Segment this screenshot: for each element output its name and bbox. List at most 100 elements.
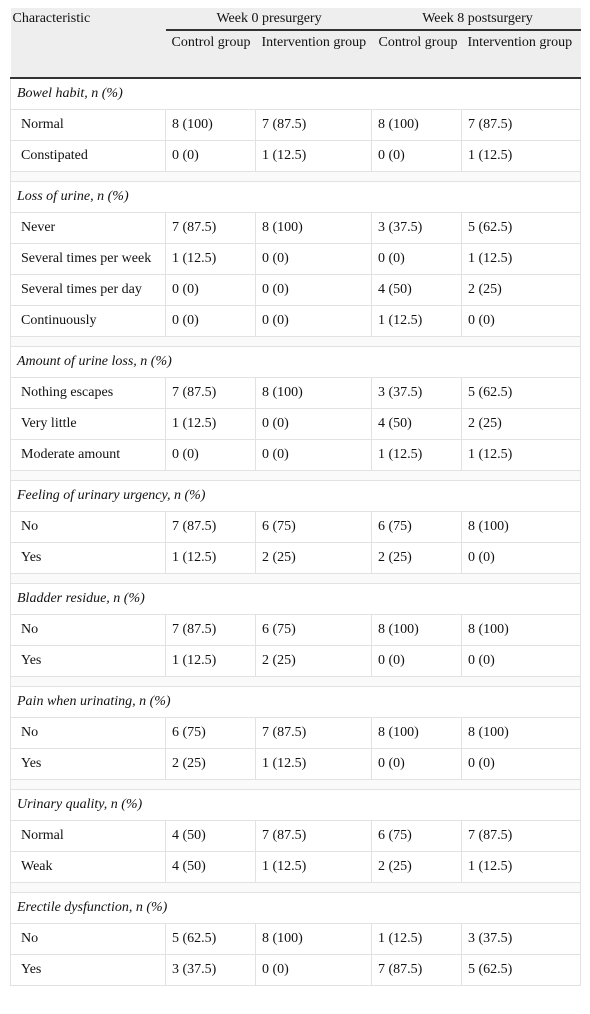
- data-row: Yes 2 (25) 1 (12.5) 0 (0) 0 (0): [10, 747, 582, 780]
- spacer-cell: [9, 469, 582, 481]
- value-cell: 0 (0): [254, 407, 373, 440]
- value-cell: 7 (87.5): [254, 819, 373, 852]
- value-cell: 1 (12.5): [254, 747, 373, 780]
- value-cell: 1 (12.5): [254, 850, 373, 883]
- row-label-cell: Never: [10, 211, 166, 244]
- value-cell: 0 (0): [254, 953, 373, 986]
- spacer-cell: [9, 170, 582, 182]
- value-cell: 4 (50): [371, 273, 463, 306]
- table-header: Characteristic Week 0 presurgery Week 8 …: [10, 8, 581, 79]
- value-cell: 1 (12.5): [461, 850, 582, 883]
- value-cell: 8 (100): [371, 613, 463, 646]
- value-cell: 3 (37.5): [371, 376, 463, 409]
- data-table: Characteristic Week 0 presurgery Week 8 …: [9, 8, 582, 986]
- value-cell: 6 (75): [254, 613, 373, 646]
- value-cell: 7 (87.5): [254, 716, 373, 749]
- row-label: Yes: [21, 755, 42, 771]
- value-cell: 0 (0): [165, 438, 256, 471]
- value-cell: 7 (87.5): [461, 108, 582, 141]
- value-cell: 2 (25): [254, 541, 373, 574]
- value-cell: 1 (12.5): [371, 438, 463, 471]
- value-cell: 1 (12.5): [371, 922, 463, 955]
- section-title: Erectile dysfunction, n (%): [9, 891, 582, 924]
- value-cell: 1 (12.5): [461, 139, 582, 172]
- row-label-cell: No: [10, 716, 166, 749]
- value-cell: 7 (87.5): [165, 510, 256, 543]
- row-label-cell: Normal: [10, 108, 166, 141]
- value-cell: 3 (37.5): [461, 922, 582, 955]
- value-cell: 8 (100): [461, 510, 582, 543]
- data-row: Normal 4 (50) 7 (87.5) 6 (75) 7 (87.5): [10, 819, 582, 852]
- spacer-cell: [9, 335, 582, 347]
- value-cell: 7 (87.5): [165, 376, 256, 409]
- section-row: Loss of urine, n (%): [9, 180, 582, 213]
- data-row: No 6 (75) 7 (87.5) 8 (100) 8 (100): [10, 716, 582, 749]
- section-row: Pain when urinating, n (%): [9, 685, 582, 718]
- row-label-cell: Several times per day: [10, 273, 166, 306]
- value-cell: 2 (25): [254, 644, 373, 677]
- value-cell: 8 (100): [254, 922, 373, 955]
- data-row: No 7 (87.5) 6 (75) 8 (100) 8 (100): [10, 613, 582, 646]
- data-row: Several times per week 1 (12.5) 0 (0) 0 (0)…: [10, 242, 582, 275]
- data-row: No 5 (62.5) 8 (100) 1 (12.5) 3 (37.5): [10, 922, 582, 955]
- row-label: Normal: [21, 116, 64, 132]
- value-cell: 2 (25): [165, 747, 256, 780]
- section-row: Erectile dysfunction, n (%): [9, 891, 582, 924]
- subheader: Intervention group: [255, 30, 372, 79]
- value-cell: 5 (62.5): [165, 922, 256, 955]
- section-title: Urinary quality, n (%): [9, 788, 582, 821]
- row-label-cell: Moderate amount: [10, 438, 166, 471]
- data-row: Moderate amount 0 (0) 0 (0) 1 (12.5) 1 (12.5…: [10, 438, 582, 471]
- row-label: Yes: [21, 549, 42, 565]
- value-cell: 0 (0): [254, 242, 373, 275]
- value-cell: 8 (100): [165, 108, 256, 141]
- value-cell: 8 (100): [371, 716, 463, 749]
- value-cell: 8 (100): [461, 613, 582, 646]
- value-cell: 8 (100): [371, 108, 463, 141]
- value-cell: 8 (100): [461, 716, 582, 749]
- value-cell: 0 (0): [254, 304, 373, 337]
- data-row: No 7 (87.5) 6 (75) 6 (75) 8 (100): [10, 510, 582, 543]
- value-cell: 0 (0): [165, 139, 256, 172]
- data-row: Yes 1 (12.5) 2 (25) 0 (0) 0 (0): [10, 644, 582, 677]
- value-cell: 7 (87.5): [371, 953, 463, 986]
- row-label-cell: Yes: [10, 747, 166, 780]
- value-cell: 2 (25): [371, 850, 463, 883]
- row-label: Very little: [21, 415, 77, 431]
- row-label: No: [21, 724, 39, 740]
- row-label-cell: Yes: [10, 953, 166, 986]
- value-cell: 8 (100): [254, 376, 373, 409]
- row-label-cell: No: [10, 613, 166, 646]
- row-label-cell: Several times per week: [10, 242, 166, 275]
- group-header: Week 8 postsurgery: [370, 8, 581, 31]
- value-cell: 0 (0): [165, 304, 256, 337]
- value-cell: 0 (0): [461, 541, 582, 574]
- data-row: Normal 8 (100) 7 (87.5) 8 (100) 7 (87.5): [10, 108, 582, 141]
- row-label: Never: [21, 219, 56, 235]
- value-cell: 0 (0): [461, 644, 582, 677]
- value-cell: 6 (75): [254, 510, 373, 543]
- value-cell: 0 (0): [371, 139, 463, 172]
- value-cell: 5 (62.5): [461, 376, 582, 409]
- section-title: Loss of urine, n (%): [9, 180, 582, 213]
- header-cell: [10, 30, 166, 79]
- value-cell: 2 (25): [461, 407, 582, 440]
- value-cell: 6 (75): [371, 510, 463, 543]
- value-cell: 0 (0): [371, 644, 463, 677]
- value-cell: 0 (0): [165, 273, 256, 306]
- value-cell: 1 (12.5): [165, 407, 256, 440]
- section-title: Feeling of urinary urgency, n (%): [9, 479, 582, 512]
- group-header: Week 0 presurgery: [165, 8, 372, 31]
- row-label: No: [21, 930, 39, 946]
- value-cell: 1 (12.5): [371, 304, 463, 337]
- row-label: Yes: [21, 652, 42, 668]
- value-cell: 5 (62.5): [461, 953, 582, 986]
- value-cell: 6 (75): [371, 819, 463, 852]
- data-row: Constipated 0 (0) 1 (12.5) 0 (0) 1 (12.5): [10, 139, 582, 172]
- data-row: Never 7 (87.5) 8 (100) 3 (37.5) 5 (62.5): [10, 211, 582, 244]
- row-label-cell: Yes: [10, 541, 166, 574]
- value-cell: 3 (37.5): [165, 953, 256, 986]
- spacer-row: [9, 469, 582, 481]
- subheader: Control group: [165, 30, 256, 79]
